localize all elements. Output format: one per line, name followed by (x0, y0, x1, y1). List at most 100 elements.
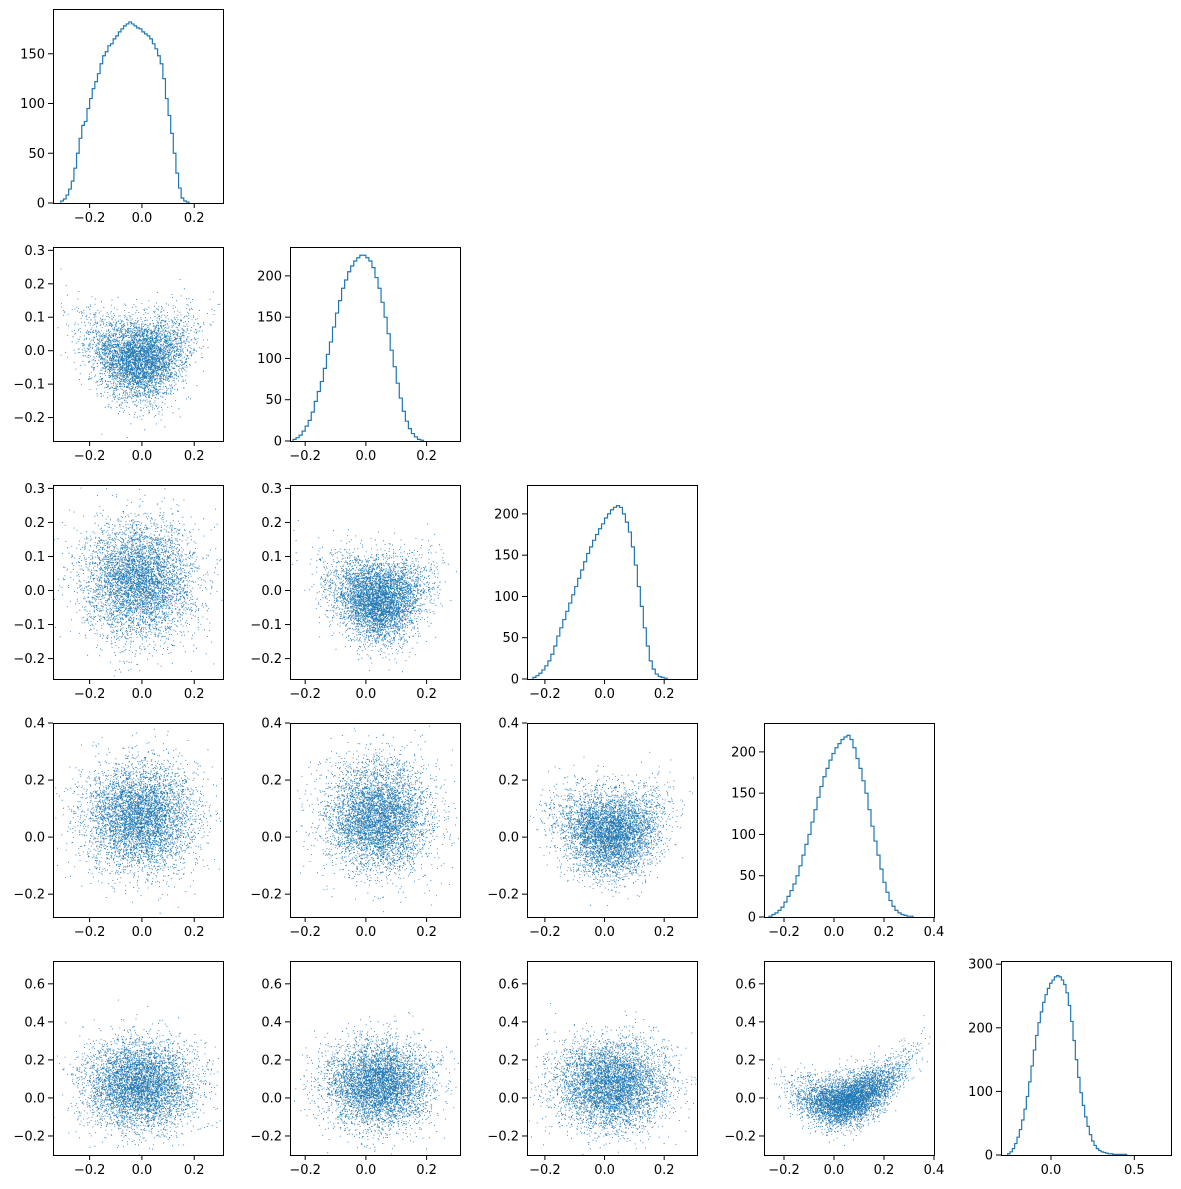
y-tick-label: 0.0 (261, 584, 282, 599)
axes-frame (290, 485, 461, 680)
x-tick-label: 0.0 (132, 1163, 153, 1178)
histogram-step-line (532, 505, 668, 679)
axes-frame (527, 961, 698, 1156)
plot-area (291, 520, 457, 673)
y-tick-label: 100 (494, 590, 519, 605)
panel-r3-c2: −0.2 0.0 0.2 −0.2 0.0 0.2 0.4 (487, 717, 698, 940)
x-tick-label: 0.0 (356, 925, 377, 940)
axes-frame (527, 723, 698, 918)
scatter-points (53, 485, 223, 677)
y-tick-label: 150 (257, 311, 282, 326)
x-tick-label: 0.0 (132, 925, 153, 940)
y-tick-label: 0.6 (261, 977, 282, 992)
plot-area (60, 21, 190, 203)
y-tick-label: 0.2 (498, 1053, 519, 1068)
axes-frame (1001, 961, 1172, 1156)
plot-area (528, 1003, 697, 1155)
axes-frame (527, 485, 698, 680)
scatter-points (294, 1012, 459, 1155)
y-tick-label: 0 (748, 911, 756, 926)
axes-frame (53, 485, 224, 680)
y-tick-label: 100 (257, 352, 282, 367)
y-tick-label: 0.3 (24, 244, 45, 259)
plot-area (532, 505, 668, 679)
y-tick-label: 0.2 (261, 774, 282, 789)
y-tick-label: 200 (494, 507, 519, 522)
x-tick-label: 0.2 (654, 687, 675, 702)
plot-area (53, 999, 221, 1155)
corner-plot-panels: −0.2 0.0 0.2 0 50 100 150 −0.2 0.0 0.2 −0.2 −0.1 0.0… (13, 9, 1172, 1178)
scatter-points (528, 1003, 697, 1155)
panel-r4-c1: −0.2 0.0 0.2 −0.2 0.0 0.2 0.4 0.6 (250, 961, 461, 1178)
plot-area (296, 725, 460, 913)
y-tick-label: 0.0 (498, 1091, 519, 1106)
y-tick-label: 0.0 (24, 1091, 45, 1106)
y-tick-label: 50 (739, 869, 756, 884)
x-tick-label: 0.2 (184, 1163, 205, 1178)
scatter-points (57, 268, 221, 438)
y-tick-label: 0.4 (498, 717, 519, 732)
histogram-step-line (292, 254, 425, 441)
y-tick-label: 0.4 (498, 1015, 519, 1030)
y-tick-label: 0.0 (735, 1091, 756, 1106)
x-tick-label: 0.0 (132, 687, 153, 702)
y-tick-label: 0 (274, 435, 282, 450)
plot-area (1007, 975, 1128, 1155)
x-tick-label: 0.2 (416, 687, 437, 702)
y-tick-label: −0.2 (13, 888, 45, 903)
y-tick-label: 50 (265, 393, 282, 408)
x-tick-label: 0.2 (654, 1163, 675, 1178)
x-tick-label: −0.2 (289, 1163, 321, 1178)
scatter-points (53, 999, 221, 1155)
y-tick-label: −0.2 (724, 1129, 756, 1144)
y-tick-label: 100 (731, 828, 756, 843)
plot-area (292, 254, 425, 441)
y-tick-label: 0.4 (261, 1015, 282, 1030)
scatter-points (55, 728, 223, 914)
x-tick-label: 0.5 (1124, 1163, 1145, 1178)
y-tick-label: 0.6 (735, 977, 756, 992)
y-tick-label: −0.1 (250, 618, 282, 633)
y-tick-label: −0.1 (13, 618, 45, 633)
y-tick-label: 0.2 (24, 516, 45, 531)
x-tick-label: −0.2 (529, 687, 561, 702)
x-tick-label: 0.2 (184, 211, 205, 226)
y-tick-label: 0.0 (24, 584, 45, 599)
plot-area (53, 485, 223, 677)
panel-r3-c3: −0.2 0.0 0.2 0.4 0 50 100 150 200 (731, 723, 944, 940)
plot-area (57, 268, 221, 438)
x-tick-label: 0.0 (594, 687, 615, 702)
axes-frame (290, 723, 461, 918)
y-tick-label: 150 (494, 549, 519, 564)
scatter-points (291, 520, 457, 673)
y-tick-label: 0.2 (735, 1053, 756, 1068)
y-tick-label: 0.2 (24, 277, 45, 292)
y-tick-label: −0.2 (13, 1129, 45, 1144)
y-tick-label: 0.1 (24, 311, 45, 326)
y-tick-label: 200 (731, 745, 756, 760)
scatter-points (529, 751, 694, 906)
x-tick-label: 0.0 (356, 687, 377, 702)
y-tick-label: 0.2 (261, 1053, 282, 1068)
y-tick-label: 0.2 (261, 516, 282, 531)
x-tick-label: 0.2 (184, 687, 205, 702)
axes-frame (290, 247, 461, 442)
axes-frame (53, 961, 224, 1156)
x-tick-label: −0.2 (74, 925, 106, 940)
panel-r4-c0: −0.2 0.0 0.2 −0.2 0.0 0.2 0.4 0.6 (13, 961, 224, 1178)
panel-r2-c1: −0.2 0.0 0.2 −0.2 −0.1 0.0 0.1 0.2 0.3 (250, 482, 461, 702)
y-tick-label: −0.1 (13, 378, 45, 393)
y-tick-label: 0.4 (24, 717, 45, 732)
x-tick-label: −0.2 (289, 925, 321, 940)
plot-area (294, 1012, 459, 1155)
y-tick-label: 200 (968, 1021, 993, 1036)
y-tick-label: 0.1 (24, 550, 45, 565)
x-tick-label: 0.0 (1041, 1163, 1062, 1178)
y-tick-label: 0.4 (261, 717, 282, 732)
axes-frame (764, 961, 935, 1156)
y-tick-label: 0.3 (24, 482, 45, 497)
x-tick-label: 0.2 (874, 1163, 895, 1178)
panel-r4-c3: −0.2 0.0 0.2 0.4 −0.2 0.0 0.2 0.4 0.6 (724, 961, 944, 1178)
y-tick-label: 0 (511, 673, 519, 688)
x-tick-label: 0.0 (594, 925, 615, 940)
